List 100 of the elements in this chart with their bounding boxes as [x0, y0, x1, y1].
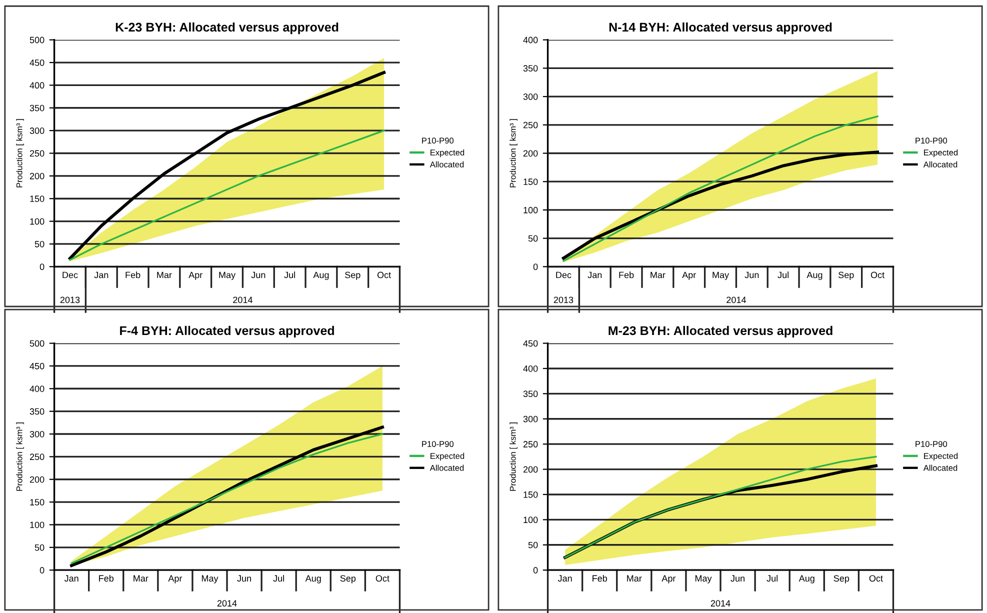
x-tick-label: Apr [188, 272, 202, 280]
y-tick-label: 100 [524, 516, 538, 524]
y-axis-title: Production [ ksm³ ] [510, 119, 518, 188]
y-tick-label: 0 [533, 264, 538, 270]
text: 2013 [554, 296, 574, 304]
y-tick-label: 250 [30, 150, 44, 157]
x-tick-label: May [695, 575, 712, 584]
x-tick-label: Feb [126, 272, 140, 278]
chart-title: K-23 BYH: Allocated versus approved [116, 22, 338, 34]
y-tick-label: 300 [523, 94, 538, 100]
x-tick-label: Apr [168, 575, 182, 584]
x-tick-label: Jun [251, 272, 266, 278]
x-tick-label: Feb [592, 574, 608, 582]
x-tick-label: Aug [806, 272, 822, 280]
y-axis-title: Production [ ksm³ ] [16, 119, 24, 188]
y-tick-label: 400 [30, 82, 44, 89]
x-tick-label: Aug [798, 575, 814, 584]
x-tick-label: Apr [662, 575, 676, 584]
y-axis-title: Production [ ksm³ ] [16, 422, 24, 491]
legend-title: P10-P90 [916, 138, 948, 144]
y-tick-label: 450 [30, 362, 44, 370]
y-tick-label: 350 [523, 390, 538, 398]
legend-label: Allocated [923, 161, 958, 168]
x-tick-label: Jan [64, 575, 78, 582]
y-tick-label: 350 [523, 65, 538, 72]
y-tick-label: 0 [40, 567, 44, 574]
x-tick-label: Mar [157, 272, 172, 278]
y-tick-label: 200 [30, 172, 44, 180]
legend-title: P10-P90 [916, 441, 948, 447]
legend-title: P10-P90 [422, 138, 454, 144]
legend-label: Allocated [430, 464, 464, 471]
x-tick-label: Aug [305, 575, 321, 584]
y-tick-label: 0 [40, 264, 44, 270]
y-tick-label: 300 [30, 430, 44, 438]
x-tick-label: Jul [778, 272, 788, 278]
x-tick-label: Jun [730, 575, 744, 582]
y-tick-label: 0 [533, 567, 538, 574]
x-tick-label: Mar [134, 575, 148, 582]
y-tick-label: 50 [34, 544, 44, 551]
y-tick-label: 100 [30, 522, 44, 528]
text: 2014 [710, 600, 730, 607]
text: 2014 [217, 600, 237, 607]
chart-title: N-14 BYH: Allocated versus approved [609, 22, 832, 34]
x-tick-label: Oct [376, 575, 390, 582]
y-tick-label: 100 [30, 218, 44, 225]
y-tick-label: 250 [30, 454, 44, 460]
x-tick-label: Feb [99, 574, 114, 582]
y-tick-label: 500 [30, 340, 44, 347]
y-tick-label: 500 [30, 36, 44, 44]
x-tick-label: Oct [869, 575, 883, 582]
y-tick-label: 150 [524, 178, 538, 185]
x-tick-label: Oct [870, 272, 884, 278]
y-tick-label: 150 [30, 196, 44, 202]
x-tick-label: Sep [838, 272, 854, 280]
y-axis-title: Production [ ksm³ ] [510, 422, 518, 491]
text: 2014 [233, 296, 252, 304]
x-tick-label: Feb [619, 272, 634, 278]
x-tick-label: Apr [682, 272, 696, 280]
y-tick-label: 50 [34, 240, 44, 248]
text: 2014 [726, 296, 746, 304]
y-tick-label: 200 [523, 466, 538, 473]
text: 2013 [60, 296, 80, 304]
x-tick-label: Oct [377, 272, 391, 278]
chart-title: M-23 BYH: Allocated versus approved [608, 326, 832, 338]
x-tick-label: Jan [558, 575, 572, 582]
x-tick-label: May [712, 272, 730, 280]
x-tick-label: Jun [237, 575, 251, 582]
y-tick-label: 300 [30, 128, 44, 134]
y-tick-label: 350 [30, 408, 44, 415]
y-tick-label: 50 [528, 235, 538, 242]
x-tick-label: Jun [744, 272, 759, 278]
legend-label: Expected [430, 452, 464, 461]
x-tick-label: Sep [834, 575, 850, 584]
y-tick-label: 50 [528, 542, 538, 548]
x-tick-label: Jul [273, 574, 284, 582]
y-tick-label: 350 [30, 104, 44, 112]
y-tick-label: 150 [30, 499, 44, 506]
y-tick-label: 400 [523, 365, 538, 372]
y-tick-label: 250 [523, 122, 538, 128]
x-tick-label: May [219, 272, 236, 280]
y-tick-label: 200 [30, 476, 44, 483]
x-tick-label: Jan [588, 272, 602, 278]
chart-title: F-4 BYH: Allocated versus approved [120, 326, 334, 338]
y-tick-label: 400 [30, 386, 44, 392]
legend-label: Expected [924, 149, 958, 158]
y-tick-label: 450 [30, 59, 44, 66]
x-tick-label: Mar [627, 575, 642, 582]
x-tick-label: Jan [94, 272, 108, 278]
legend-label: Allocated [923, 464, 958, 471]
y-tick-label: 150 [524, 491, 538, 498]
legend-label: Expected [924, 452, 958, 461]
x-tick-label: Sep [345, 272, 360, 280]
y-tick-label: 200 [523, 150, 538, 157]
y-tick-label: 100 [524, 206, 538, 214]
x-tick-label: Aug [313, 272, 329, 280]
x-tick-label: Dec [62, 272, 78, 278]
x-tick-label: Jul [284, 272, 295, 278]
x-tick-label: Mar [650, 272, 666, 278]
x-tick-label: Dec [556, 272, 572, 278]
y-tick-label: 300 [523, 416, 538, 422]
